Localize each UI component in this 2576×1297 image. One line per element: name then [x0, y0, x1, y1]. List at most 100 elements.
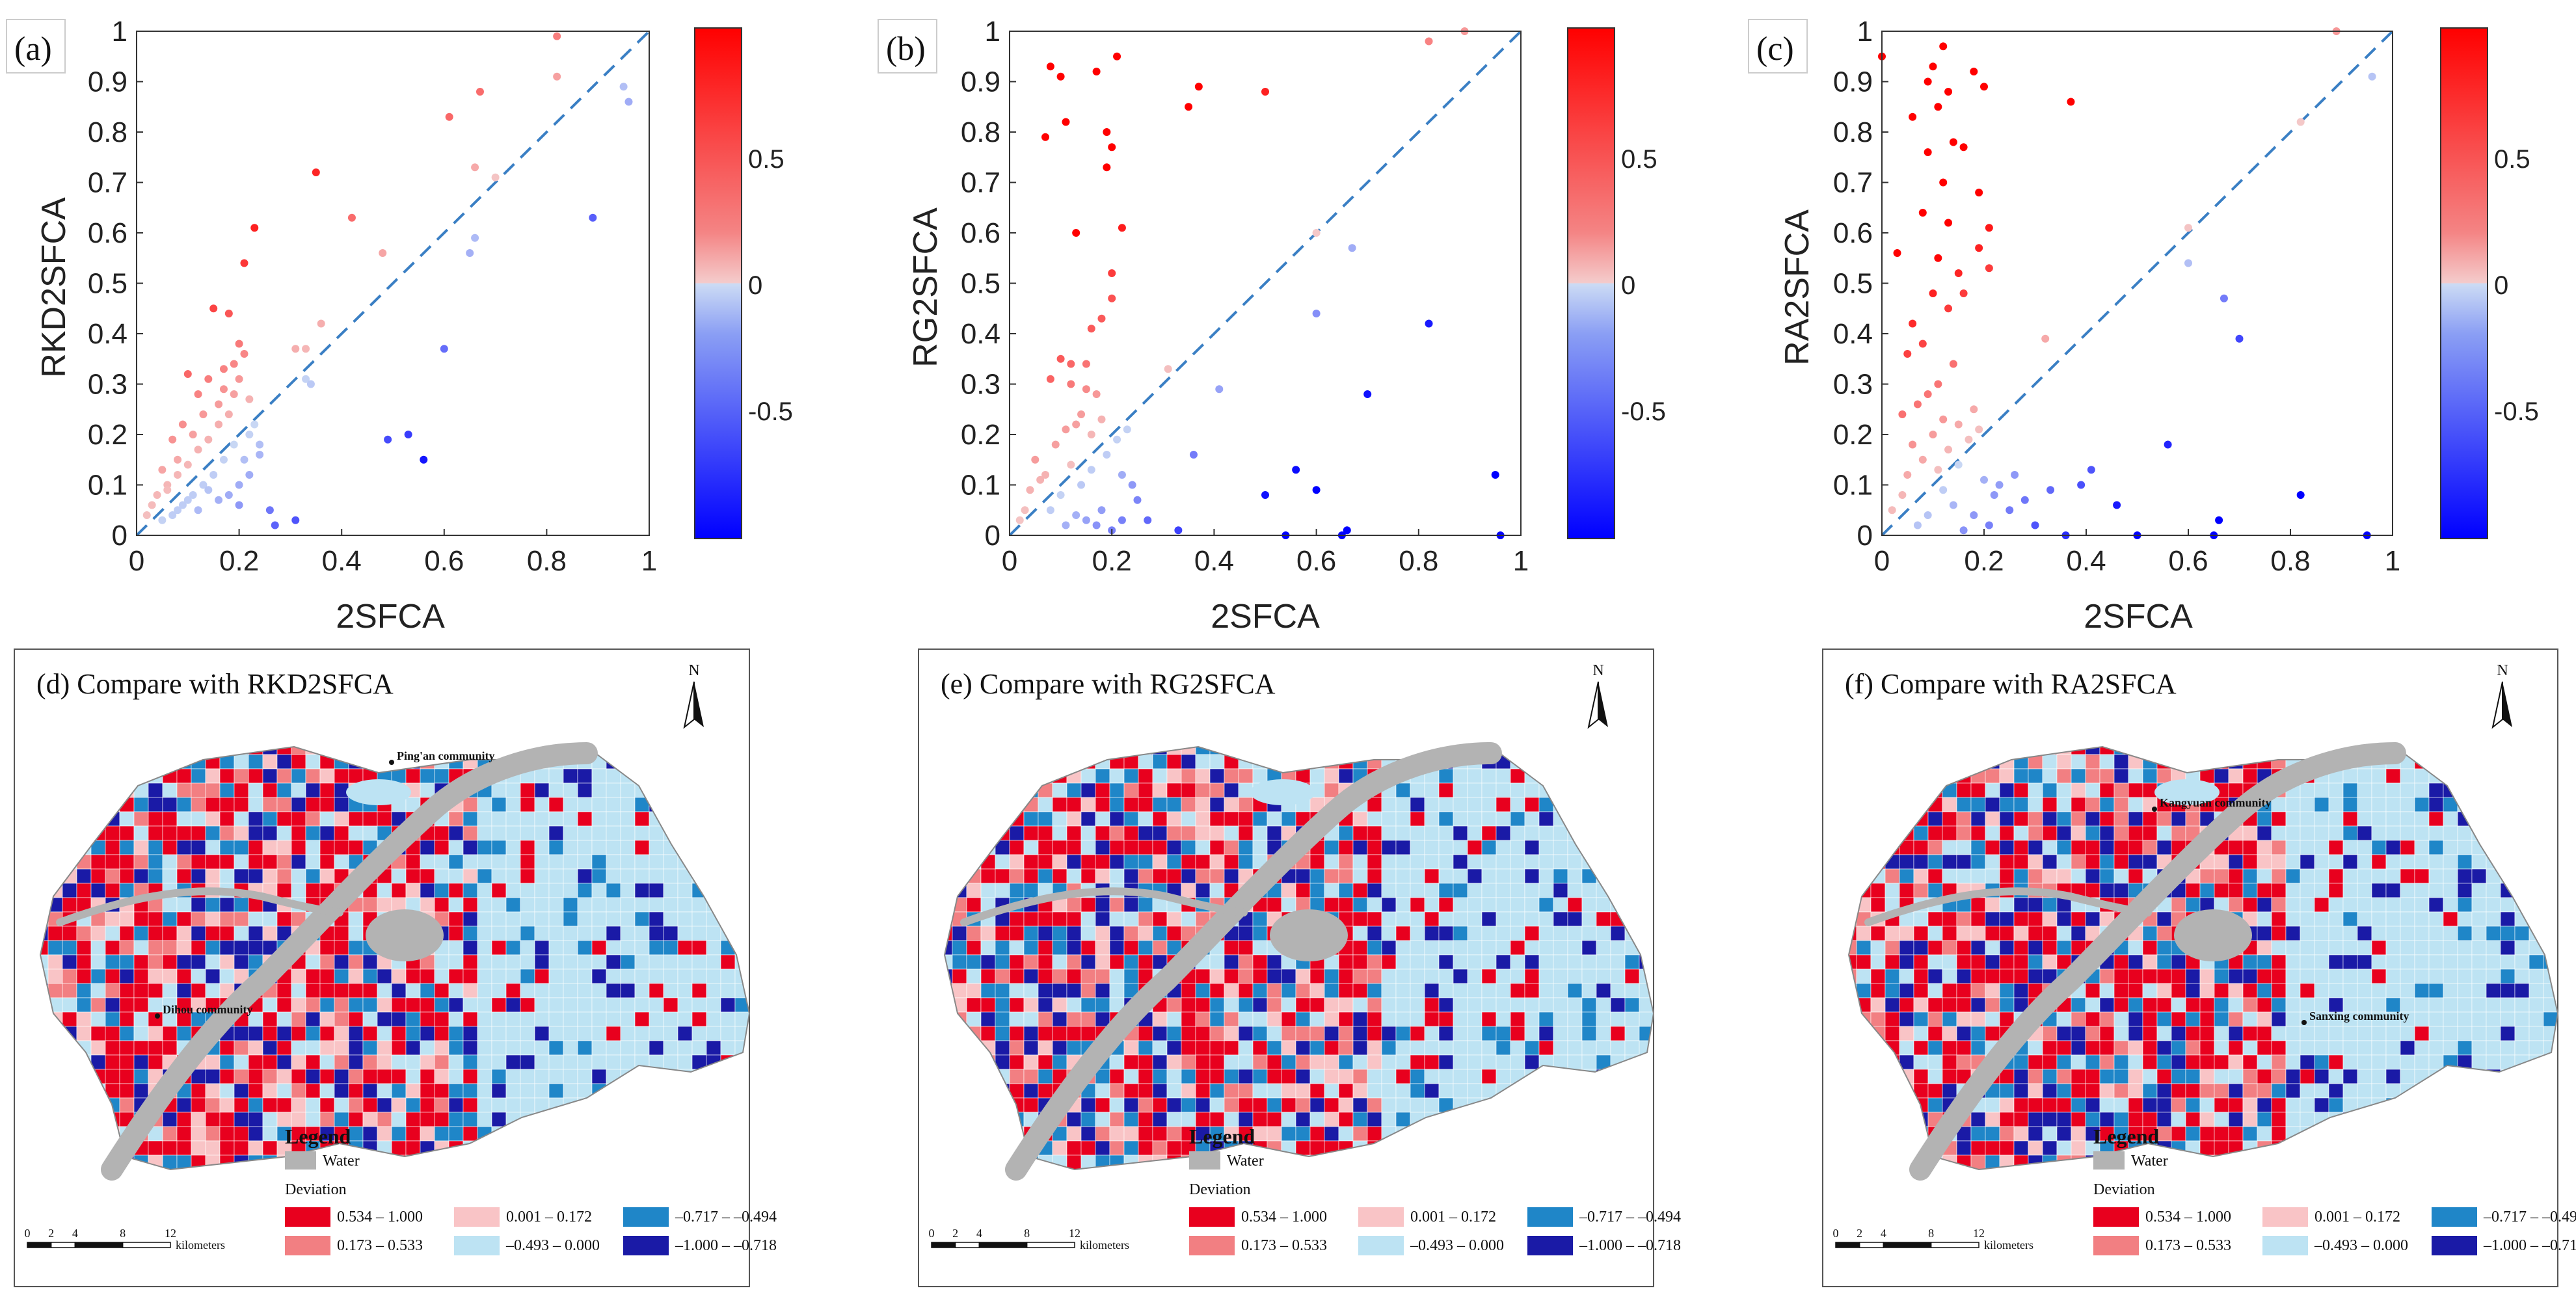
map-cell — [1295, 883, 1311, 898]
map-cell — [663, 940, 678, 956]
map-cell — [966, 1011, 982, 1027]
map-cell — [1224, 854, 1239, 870]
data-point — [1312, 229, 1321, 237]
map-cell — [2156, 1097, 2172, 1113]
legend-class-label: –1.000 – –0.718 — [675, 1237, 777, 1254]
map-cell — [133, 1026, 149, 1041]
map-cell — [1553, 840, 1568, 855]
map-cell — [2228, 883, 2244, 898]
data-point — [2046, 486, 2055, 494]
data-point — [1261, 88, 1269, 96]
map-cell — [1453, 1011, 1468, 1027]
data-point — [1021, 506, 1029, 515]
map-cell — [2056, 1011, 2072, 1027]
data-point — [168, 435, 177, 444]
map-cell — [1152, 911, 1168, 927]
map-cell — [377, 983, 392, 998]
data-point — [1087, 325, 1095, 333]
map-cell — [1453, 940, 1468, 956]
map-cell — [2142, 1069, 2158, 1084]
map-cell — [1238, 926, 1254, 941]
map-cell — [405, 983, 421, 998]
data-point — [1913, 521, 1922, 529]
map-cell — [1324, 1112, 1339, 1127]
map-cell — [2457, 911, 2473, 927]
map-cell — [1438, 1083, 1454, 1099]
map-cell — [548, 811, 564, 827]
map-cell — [1109, 854, 1125, 870]
map-cell — [1252, 997, 1268, 1013]
map-cell — [1510, 811, 1525, 827]
y-axis-label: RA2SFCA — [1778, 209, 1816, 366]
map-cell — [2371, 811, 2387, 827]
map-cell — [591, 1054, 607, 1070]
legend-swatch — [454, 1236, 500, 1255]
map-cell — [1080, 983, 1096, 998]
map-cell — [1970, 897, 1986, 913]
map-cell — [2385, 897, 2401, 913]
map-cell — [1395, 940, 1411, 956]
map-cell — [1324, 983, 1339, 998]
map-cell — [1252, 926, 1268, 941]
map-cell — [1381, 1026, 1397, 1041]
map-cell — [234, 840, 249, 855]
data-point — [194, 390, 202, 398]
map-cell — [2199, 868, 2215, 884]
map-cell — [2171, 1011, 2186, 1027]
map-cell — [2171, 897, 2186, 913]
data-point — [2235, 334, 2244, 343]
map-cell — [2156, 969, 2172, 984]
map-cell — [2285, 911, 2301, 927]
map-cell — [649, 897, 664, 913]
map-cell — [420, 854, 435, 870]
map-cell — [362, 1126, 378, 1142]
map-cell — [749, 912, 764, 926]
map-cell — [362, 1054, 378, 1070]
data-point — [1980, 475, 1988, 484]
map-cell — [1510, 1054, 1525, 1070]
data-point — [445, 113, 453, 121]
map-cell — [691, 954, 707, 970]
map-cell — [262, 768, 278, 784]
map-cell — [2428, 1054, 2444, 1070]
map-cell — [1152, 797, 1168, 812]
map-cell — [1610, 926, 1626, 941]
map-cell — [262, 754, 278, 769]
map-cell — [1338, 1054, 1354, 1070]
map-cell — [2056, 825, 2072, 841]
map-cell — [463, 969, 478, 984]
map-cell — [1453, 1040, 1468, 1056]
map-cell — [1870, 1011, 1886, 1027]
north-arrow-icon — [694, 682, 704, 727]
map-cell — [2171, 1097, 2186, 1113]
map-cell — [1496, 983, 1511, 998]
map-cell — [463, 1069, 478, 1084]
map-cell — [1596, 969, 1611, 984]
map-cell — [62, 1011, 77, 1027]
map-cell — [491, 1097, 507, 1113]
map-cell — [966, 969, 982, 984]
map-cell — [1238, 997, 1254, 1013]
map-cell — [677, 1026, 693, 1041]
map-cell — [405, 1112, 421, 1127]
map-cell — [491, 854, 507, 870]
map-cell — [219, 1112, 235, 1127]
map-cell — [291, 1026, 306, 1041]
data-point — [219, 455, 228, 464]
map-cell — [2156, 1069, 2172, 1084]
map-cell — [1438, 997, 1454, 1013]
map-cell — [1481, 911, 1497, 927]
map-cell — [2357, 954, 2372, 970]
map-cell — [1395, 883, 1411, 898]
map-cell — [2257, 1054, 2272, 1070]
data-point — [178, 420, 187, 429]
map-cell — [577, 768, 593, 784]
map-cell — [2042, 897, 2058, 913]
data-point — [1215, 385, 1224, 394]
map-cell — [1553, 954, 1568, 970]
map-cell — [1581, 997, 1597, 1013]
map-cell — [105, 954, 120, 970]
map-cell — [1181, 797, 1196, 812]
map-cell — [1066, 797, 1082, 812]
north-arrow-icon — [1598, 682, 1608, 727]
